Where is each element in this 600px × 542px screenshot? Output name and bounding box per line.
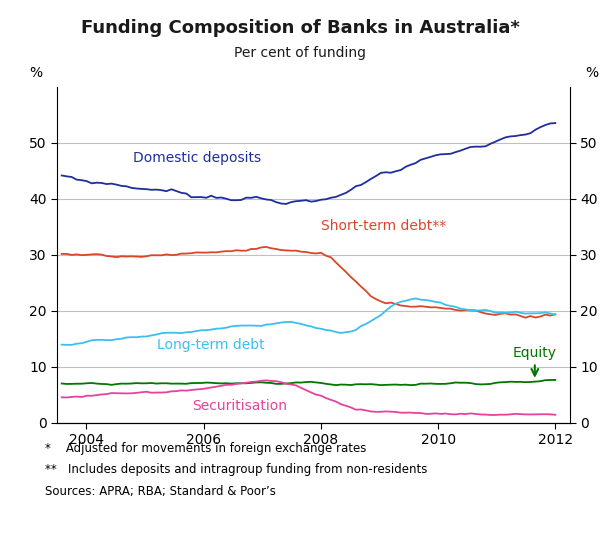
Text: Domestic deposits: Domestic deposits	[133, 151, 262, 165]
Text: Sources: APRA; RBA; Standard & Poor’s: Sources: APRA; RBA; Standard & Poor’s	[45, 485, 276, 498]
Text: Per cent of funding: Per cent of funding	[234, 46, 366, 60]
Text: Short-term debt**: Short-term debt**	[321, 218, 446, 233]
Text: **   Includes deposits and intragroup funding from non-residents: ** Includes deposits and intragroup fund…	[45, 463, 427, 476]
Text: Long-term debt: Long-term debt	[157, 338, 264, 352]
Text: Equity: Equity	[513, 346, 557, 376]
Text: Securitisation: Securitisation	[192, 399, 287, 414]
Text: %: %	[585, 66, 598, 80]
Text: *    Adjusted for movements in foreign exchange rates: * Adjusted for movements in foreign exch…	[45, 442, 367, 455]
Text: %: %	[29, 66, 42, 80]
Text: Funding Composition of Banks in Australia*: Funding Composition of Banks in Australi…	[80, 19, 520, 37]
